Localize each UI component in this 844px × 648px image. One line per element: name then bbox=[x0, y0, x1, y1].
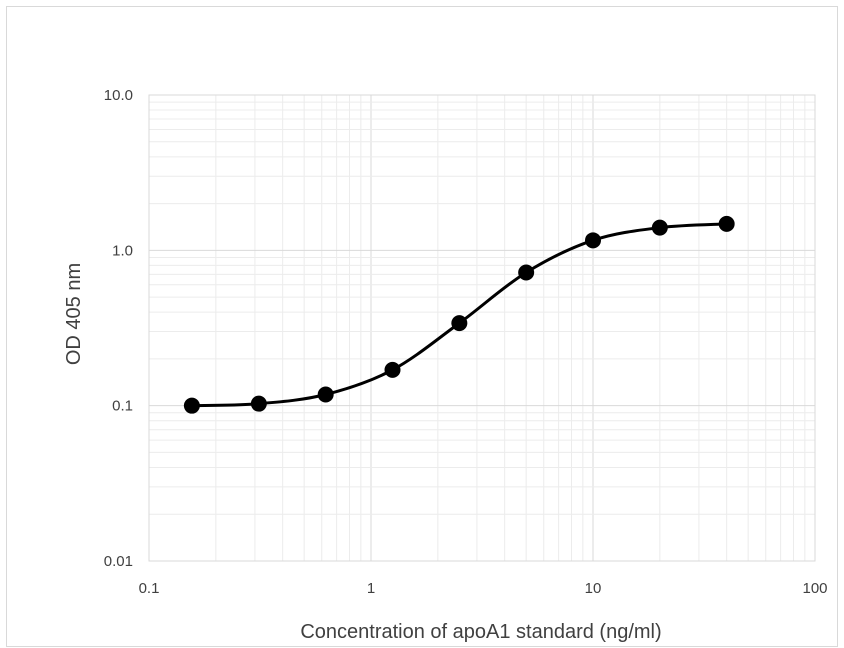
data-point bbox=[585, 232, 601, 249]
data-point bbox=[451, 315, 468, 332]
x-axis-title: Concentration of apoA1 standard (ng/ml) bbox=[300, 621, 661, 643]
data-point bbox=[317, 386, 334, 403]
plot-area-border bbox=[148, 94, 816, 562]
data-point bbox=[384, 361, 401, 378]
x-tick-label: 10 bbox=[585, 580, 602, 597]
x-tick-labels: 0.1 1 10 100 bbox=[139, 580, 828, 597]
x-tick-label: 100 bbox=[802, 580, 827, 597]
data-point bbox=[250, 395, 267, 412]
data-point bbox=[651, 219, 668, 236]
y-tick-label: 0.01 bbox=[104, 553, 133, 570]
data-point bbox=[183, 397, 200, 414]
y-tick-label: 0.1 bbox=[112, 398, 133, 415]
x-tick-label: 0.1 bbox=[139, 580, 160, 597]
y-tick-label: 10.0 bbox=[104, 87, 133, 104]
data-point bbox=[518, 264, 535, 281]
x-tick-label: 1 bbox=[367, 580, 375, 597]
plot-area bbox=[148, 94, 816, 562]
series-layer bbox=[183, 215, 735, 414]
y-tick-labels: 0.01 0.1 1.0 10.0 bbox=[104, 87, 133, 570]
y-tick-label: 1.0 bbox=[112, 242, 133, 259]
data-point bbox=[718, 215, 735, 232]
y-axis-title: OD 405 nm bbox=[63, 263, 85, 365]
